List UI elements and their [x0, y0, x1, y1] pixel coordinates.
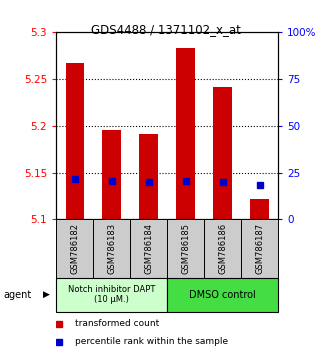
- Bar: [167, 219, 204, 278]
- Text: GSM786187: GSM786187: [255, 223, 264, 274]
- Bar: [93, 219, 130, 278]
- Bar: [56, 219, 93, 278]
- Text: transformed count: transformed count: [75, 319, 160, 329]
- Text: GSM786186: GSM786186: [218, 223, 227, 274]
- Text: percentile rank within the sample: percentile rank within the sample: [75, 337, 228, 346]
- Bar: [250, 199, 269, 219]
- Bar: [241, 219, 278, 278]
- Text: Notch inhibitor DAPT
(10 μM.): Notch inhibitor DAPT (10 μM.): [68, 285, 155, 304]
- Text: GSM786184: GSM786184: [144, 223, 153, 274]
- Text: GSM786182: GSM786182: [70, 223, 79, 274]
- Bar: [103, 130, 121, 219]
- Bar: [204, 219, 241, 278]
- Bar: [167, 278, 278, 312]
- Bar: [139, 134, 158, 219]
- Text: agent: agent: [3, 290, 31, 300]
- Text: DMSO control: DMSO control: [189, 290, 256, 300]
- Text: GSM786185: GSM786185: [181, 223, 190, 274]
- Bar: [213, 87, 232, 219]
- Bar: [176, 48, 195, 219]
- Bar: [130, 219, 167, 278]
- Text: GDS4488 / 1371102_x_at: GDS4488 / 1371102_x_at: [91, 23, 240, 36]
- Text: GSM786183: GSM786183: [107, 223, 116, 274]
- Text: ▶: ▶: [43, 290, 50, 299]
- Bar: [66, 63, 84, 219]
- Bar: [56, 278, 167, 312]
